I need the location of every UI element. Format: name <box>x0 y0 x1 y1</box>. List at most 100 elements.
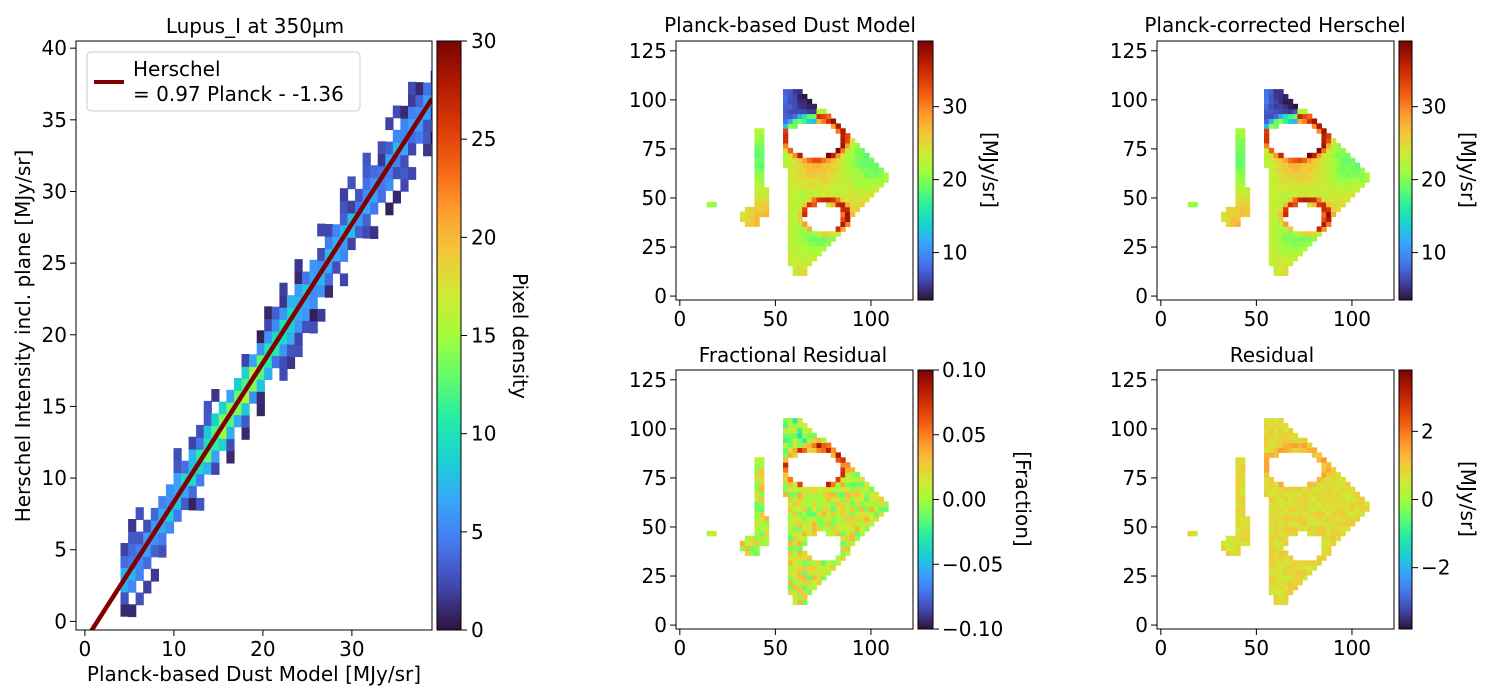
map-pixel <box>816 157 822 164</box>
map-pixel <box>1225 535 1232 542</box>
x-tick-label: 0 <box>79 637 92 661</box>
map-pixel <box>849 167 856 173</box>
map-pixel <box>840 555 846 561</box>
map-pixel <box>840 221 846 227</box>
map-pixel <box>1335 172 1341 178</box>
map-pixel <box>1297 187 1303 193</box>
map-pixel <box>1278 516 1284 522</box>
map-pixel <box>830 491 837 498</box>
histogram-cell <box>158 532 167 546</box>
map-pixel <box>1292 162 1298 169</box>
map-pixel <box>802 246 808 252</box>
map-pixel <box>849 162 856 169</box>
map-pixel <box>840 201 846 208</box>
map-pixel <box>821 491 827 498</box>
map-pixel <box>1283 211 1289 218</box>
map-pixel <box>1292 570 1298 576</box>
map-pixel <box>1321 496 1327 502</box>
map-pixel <box>797 481 803 488</box>
map-pixel <box>797 118 803 124</box>
map-pixel <box>849 472 856 478</box>
map-pixel <box>787 550 794 556</box>
map-pixel <box>754 201 760 208</box>
map-pixel <box>1268 447 1275 453</box>
histogram-cell <box>196 424 205 438</box>
map-pixel <box>792 501 798 507</box>
map-pixel <box>1326 177 1332 183</box>
map-pixel <box>1283 594 1289 601</box>
map-pixel <box>816 511 822 517</box>
map-pixel <box>1264 118 1270 124</box>
map-pixel <box>816 486 822 493</box>
map-pixel <box>1316 555 1322 561</box>
colorbar-tick-label: 2 <box>1421 419 1434 443</box>
map-pixel <box>840 128 846 134</box>
map-pixel <box>1316 197 1322 203</box>
map-pixel <box>840 157 846 164</box>
map-pixel <box>797 192 803 198</box>
colorbar-gradient <box>1398 40 1413 301</box>
histogram-cell <box>309 272 318 285</box>
y-tick-label: 0 <box>654 613 667 637</box>
map-pixel <box>864 172 870 178</box>
map-pixel <box>1240 467 1246 473</box>
map-pixel <box>1292 506 1298 512</box>
map-pixel <box>1359 506 1365 512</box>
map-pixel <box>869 187 875 193</box>
map-pixel <box>1240 481 1246 488</box>
map-pixel <box>1311 123 1318 129</box>
map-pixel <box>744 545 751 551</box>
map-pixel <box>845 521 851 527</box>
map-pixel <box>1268 206 1275 213</box>
histogram-cell <box>385 153 394 167</box>
histogram-cell <box>143 580 152 594</box>
map-pixel <box>783 113 789 119</box>
map-pixel <box>816 241 822 247</box>
map-pixel <box>849 530 856 537</box>
map-pixel <box>1292 575 1298 581</box>
map-pixel <box>797 589 803 596</box>
histogram-cell <box>370 177 379 191</box>
map-pixel <box>864 182 870 188</box>
histogram-cell <box>332 224 341 238</box>
histogram-cell <box>203 400 212 414</box>
histogram-cell <box>408 106 417 119</box>
map-pixel <box>787 575 794 581</box>
map-pixel <box>1273 516 1279 522</box>
map-pixel <box>1345 496 1351 502</box>
map-pixel <box>1302 157 1308 164</box>
histogram-cell <box>423 119 432 132</box>
map-pixel <box>840 545 846 551</box>
map-pixel <box>1235 192 1241 198</box>
map-pixel <box>1326 221 1332 227</box>
map-pixel <box>1330 177 1337 183</box>
map-pixel <box>754 187 760 193</box>
map-pixel <box>873 177 880 183</box>
map-pixel <box>1240 506 1246 512</box>
map-pixel <box>1273 447 1279 453</box>
map-pixel <box>849 187 856 193</box>
map-pixel <box>806 555 813 561</box>
map-pixel <box>1235 496 1241 502</box>
map-pixel <box>811 172 817 178</box>
map-pixel <box>806 103 813 110</box>
map-pixel <box>1273 491 1279 498</box>
map-pixel <box>840 226 846 232</box>
map-pixel <box>1326 540 1332 547</box>
map-pixel <box>859 147 865 154</box>
map-pixel <box>1240 486 1246 493</box>
map-pixel <box>797 501 803 507</box>
histogram-cell <box>234 414 243 428</box>
map-pixel <box>1235 157 1241 164</box>
map-pixel <box>797 162 803 169</box>
map-pixel <box>797 265 803 272</box>
map-pixel <box>1292 192 1298 198</box>
map-pixel <box>744 535 751 542</box>
map-pixel <box>1316 152 1322 159</box>
map-pixel <box>840 501 846 507</box>
map-pixel <box>1268 162 1275 169</box>
map-pixel <box>806 516 813 522</box>
map-pixel <box>783 133 789 139</box>
map-pixel <box>1283 255 1289 262</box>
map-pixel <box>845 187 851 193</box>
